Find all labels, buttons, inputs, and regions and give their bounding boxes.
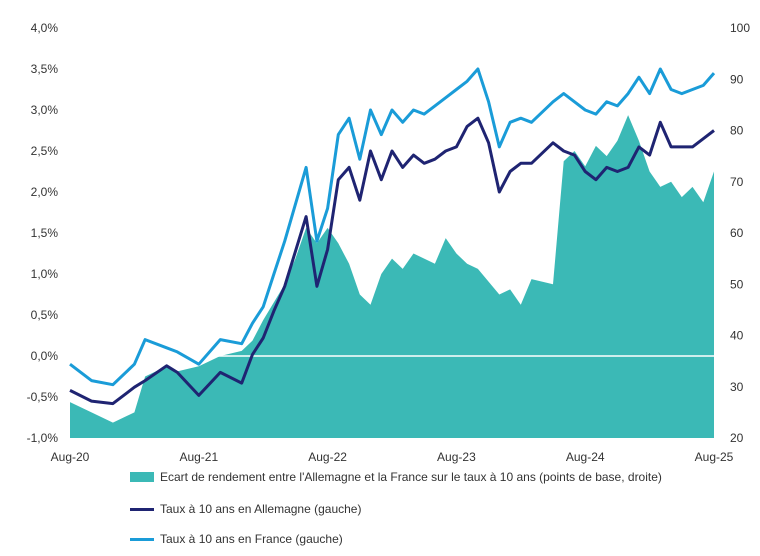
- right-tick-label: 50: [730, 277, 744, 291]
- x-axis-ticks: Aug-20 Aug-21 Aug-22 Aug-23 Aug-24 Aug-25: [51, 450, 734, 464]
- spread-area: [70, 115, 714, 438]
- left-tick-label: 1,0%: [31, 267, 59, 281]
- x-tick-label: Aug-25: [695, 450, 734, 464]
- chart: -1,0% -0,5% 0,0% 0,5% 1,0% 1,5% 2,0% 2,5% 3,0% 3,…: [27, 21, 751, 464]
- legend-swatch-germany: [130, 507, 154, 511]
- right-tick-label: 70: [730, 175, 744, 189]
- right-tick-label: 100: [730, 21, 750, 35]
- x-tick-label: Aug-23: [437, 450, 476, 464]
- right-axis-ticks: 20 30 40 50 60 70 80 90 100: [730, 21, 750, 445]
- left-tick-label: -1,0%: [27, 431, 59, 445]
- germany-rate-line: [69, 116, 715, 406]
- x-tick-label: Aug-20: [51, 450, 90, 464]
- left-tick-label: 0,0%: [31, 349, 59, 363]
- right-tick-label: 60: [730, 226, 744, 240]
- spread-area-layer: [70, 115, 714, 438]
- left-tick-label: 3,0%: [31, 103, 59, 117]
- legend-label-france: Taux à 10 ans en France (gauche): [160, 532, 343, 546]
- right-tick-label: 40: [730, 329, 744, 343]
- legend-label-spread: Ecart de rendement entre l'Allemagne et …: [160, 470, 662, 484]
- legend-item-spread: Ecart de rendement entre l'Allemagne et …: [130, 470, 662, 484]
- x-tick-label: Aug-22: [308, 450, 347, 464]
- legend-label-germany: Taux à 10 ans en Allemagne (gauche): [160, 502, 362, 516]
- left-tick-label: 3,5%: [31, 62, 59, 76]
- france-rate-line: [69, 67, 716, 387]
- left-tick-label: 2,5%: [31, 144, 59, 158]
- left-tick-label: 1,5%: [31, 226, 59, 240]
- legend-item-germany: Taux à 10 ans en Allemagne (gauche): [130, 502, 361, 516]
- legend-item-france: Taux à 10 ans en France (gauche): [130, 532, 343, 546]
- left-tick-label: -0,5%: [27, 390, 59, 404]
- x-tick-label: Aug-24: [566, 450, 605, 464]
- x-tick-label: Aug-21: [179, 450, 218, 464]
- right-tick-label: 90: [730, 72, 744, 86]
- legend-swatch-spread: [130, 472, 154, 482]
- left-axis-ticks: -1,0% -0,5% 0,0% 0,5% 1,0% 1,5% 2,0% 2,5% 3,0% 3,…: [27, 21, 59, 445]
- left-tick-label: 4,0%: [31, 21, 59, 35]
- right-tick-label: 20: [730, 431, 744, 445]
- right-tick-label: 30: [730, 380, 744, 394]
- right-tick-label: 80: [730, 124, 744, 138]
- legend-swatch-france: [130, 537, 154, 541]
- rate-lines-layer: [69, 67, 716, 406]
- left-tick-label: 2,0%: [31, 185, 59, 199]
- left-tick-label: 0,5%: [31, 308, 59, 322]
